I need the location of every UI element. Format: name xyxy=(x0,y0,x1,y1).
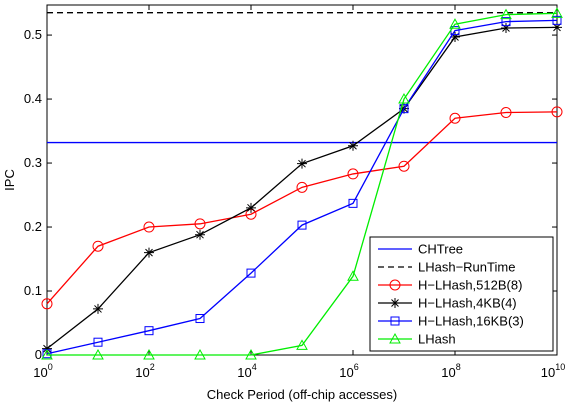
legend-marker xyxy=(389,332,401,344)
marker xyxy=(552,15,562,25)
marker xyxy=(398,93,410,104)
legend-label: H−LHash,16KB(3) xyxy=(418,314,524,329)
marker xyxy=(245,348,257,360)
marker xyxy=(501,17,511,27)
marker xyxy=(297,158,307,169)
series-line xyxy=(46,111,558,305)
y-tick-label: 0.2 xyxy=(24,219,42,234)
x-axis-label: Check Period (off-chip accesses) xyxy=(207,387,398,402)
marker xyxy=(297,220,307,230)
marker xyxy=(93,337,103,347)
marker xyxy=(246,202,256,213)
marker xyxy=(92,240,104,252)
x-tick-exponent: 10 xyxy=(555,362,565,372)
marker xyxy=(144,247,154,258)
marker xyxy=(143,348,155,360)
marker xyxy=(348,198,358,208)
marker xyxy=(449,112,461,124)
marker xyxy=(347,168,359,180)
marker xyxy=(92,348,104,360)
marker xyxy=(144,326,154,336)
marker xyxy=(195,229,205,240)
marker xyxy=(551,106,563,118)
legend-label: LHash xyxy=(418,332,456,347)
legend-marker xyxy=(390,298,400,308)
marker xyxy=(501,23,511,34)
marker xyxy=(450,31,460,42)
x-tick-label: 106 xyxy=(339,362,358,380)
legend-marker xyxy=(389,279,401,291)
y-axis-label: IPC xyxy=(2,169,17,191)
y-tick-label: 0.3 xyxy=(24,155,42,170)
plot-frame xyxy=(46,4,558,356)
x-tick-base: 10 xyxy=(237,365,251,380)
y-tick-label: 0.4 xyxy=(24,91,42,106)
legend-label: LHash−RunTime xyxy=(418,260,515,275)
marker xyxy=(551,7,563,18)
legend-box xyxy=(369,236,554,352)
marker xyxy=(296,181,308,193)
series-line xyxy=(47,12,558,356)
marker xyxy=(347,270,359,281)
marker xyxy=(93,303,103,314)
x-tick-base: 10 xyxy=(33,365,47,380)
marker xyxy=(500,8,512,20)
x-tick-base: 10 xyxy=(135,365,149,380)
marker xyxy=(348,140,358,151)
marker xyxy=(399,104,409,114)
y-tick-label: 0 xyxy=(35,347,42,362)
marker xyxy=(194,218,206,230)
x-tick-label: 102 xyxy=(135,362,154,380)
marker xyxy=(195,314,205,324)
x-tick-exponent: 8 xyxy=(456,362,461,372)
x-tick-label: 100 xyxy=(33,362,52,380)
marker xyxy=(42,343,52,354)
series-line xyxy=(46,19,558,355)
x-tick-label: 108 xyxy=(441,362,460,380)
marker xyxy=(194,348,206,360)
x-tick-exponent: 0 xyxy=(48,362,53,372)
y-tick-label: 0.5 xyxy=(24,27,42,42)
x-tick-exponent: 4 xyxy=(252,362,257,372)
legend-label: H−LHash,512B(8) xyxy=(418,278,522,293)
legend-marker xyxy=(390,316,400,326)
marker xyxy=(500,106,512,118)
marker xyxy=(41,348,53,360)
legend-label: CHTree xyxy=(418,242,463,257)
x-tick-base: 10 xyxy=(441,365,455,380)
x-tick-base: 10 xyxy=(339,365,353,380)
y-tick-label: 0.1 xyxy=(24,283,42,298)
marker xyxy=(398,160,410,172)
marker xyxy=(552,22,562,33)
x-tick-label: 1010 xyxy=(541,362,565,380)
marker xyxy=(246,268,256,278)
marker xyxy=(449,18,461,29)
x-tick-exponent: 6 xyxy=(354,362,359,372)
legend-label: H−LHash,4KB(4) xyxy=(418,296,517,311)
x-tick-exponent: 2 xyxy=(150,362,155,372)
x-tick-label: 104 xyxy=(237,362,256,380)
marker xyxy=(296,339,308,350)
marker xyxy=(143,221,155,233)
marker xyxy=(41,298,53,310)
x-tick-base: 10 xyxy=(541,365,555,380)
